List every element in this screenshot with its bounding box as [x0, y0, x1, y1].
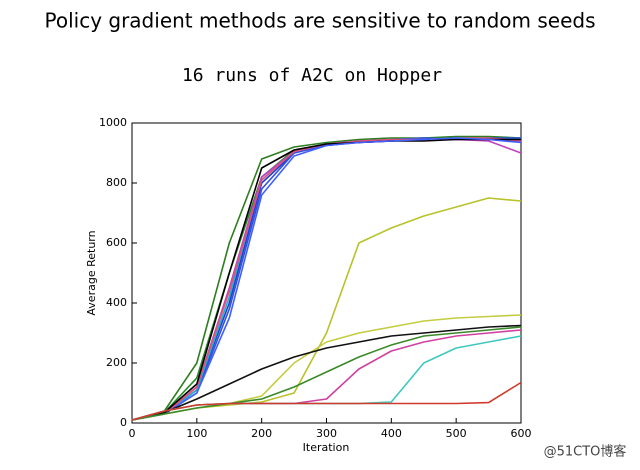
y-axis-label: Average Return [85, 230, 98, 315]
series-line [131, 138, 522, 421]
series-line [131, 137, 522, 421]
x-axis-label: Iteration [303, 441, 350, 454]
series-line [131, 137, 522, 421]
chart-title: 16 runs of A2C on Hopper [182, 65, 442, 86]
y-tick-label: 800 [106, 176, 127, 189]
page-heading: Policy gradient methods are sensitive to… [45, 9, 596, 33]
y-tick-label: 600 [106, 236, 127, 249]
x-tick-label: 100 [186, 427, 207, 440]
series-line [131, 135, 522, 421]
x-tick-label: 200 [251, 427, 272, 440]
x-tick-label: 400 [381, 427, 402, 440]
x-tick-label: 0 [129, 427, 136, 440]
y-tick-label: 200 [106, 356, 127, 369]
x-tick-label: 300 [316, 427, 337, 440]
y-tick-label: 0 [120, 416, 127, 429]
y-tick-label: 400 [106, 296, 127, 309]
series-line [131, 326, 522, 421]
series-line [131, 137, 521, 421]
series-line [131, 137, 522, 421]
series-line [131, 138, 521, 421]
series-line [131, 137, 522, 421]
x-tick-label: 600 [511, 427, 532, 440]
plot-frame [131, 122, 522, 424]
y-tick-label: 1000 [99, 116, 127, 129]
watermark: @51CTO博客 [544, 444, 627, 460]
series-line [131, 137, 521, 421]
x-tick-label: 500 [446, 427, 467, 440]
series-line [131, 197, 522, 421]
series-line [131, 324, 522, 421]
series-line [131, 381, 522, 421]
